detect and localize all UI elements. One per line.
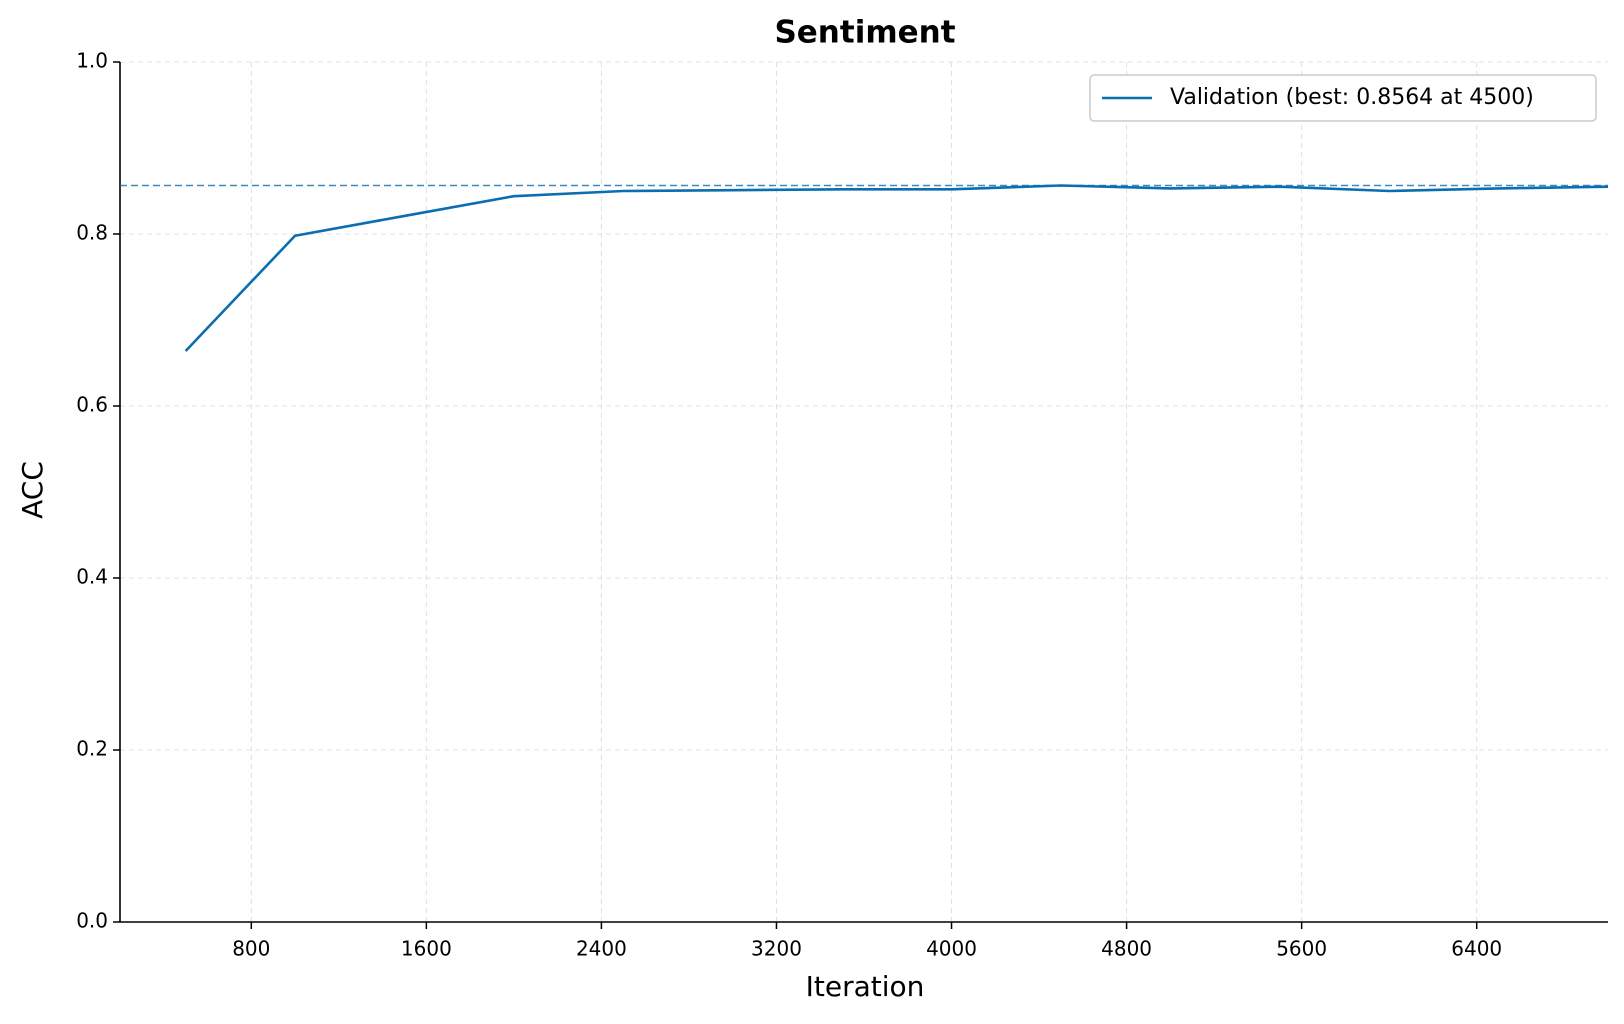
x-tick-label: 2400 <box>576 937 627 961</box>
x-axis-label: Iteration <box>806 970 925 1003</box>
x-tick-label: 1600 <box>401 937 452 961</box>
chart-title: Sentiment <box>774 15 955 51</box>
y-tick-label: 1.0 <box>76 49 108 73</box>
y-tick-label: 0.0 <box>76 909 108 933</box>
legend-label: Validation (best: 0.8564 at 4500) <box>1170 85 1534 110</box>
x-tick-label: 4000 <box>926 937 977 961</box>
y-tick-label: 0.2 <box>76 737 108 761</box>
y-axis-label: ACC <box>16 461 49 519</box>
y-tick-label: 0.8 <box>76 221 108 245</box>
x-tick-label: 800 <box>232 937 270 961</box>
series-line <box>184 184 1609 352</box>
x-tick-label: 3200 <box>751 937 802 961</box>
x-tick-label: 4800 <box>1101 937 1152 961</box>
x-tick-label: 6400 <box>1451 937 1502 961</box>
legend-box <box>1089 74 1597 122</box>
y-tick-label: 0.6 <box>76 393 108 417</box>
x-tick-label: 5600 <box>1276 937 1327 961</box>
y-tick-label: 0.4 <box>76 565 108 589</box>
